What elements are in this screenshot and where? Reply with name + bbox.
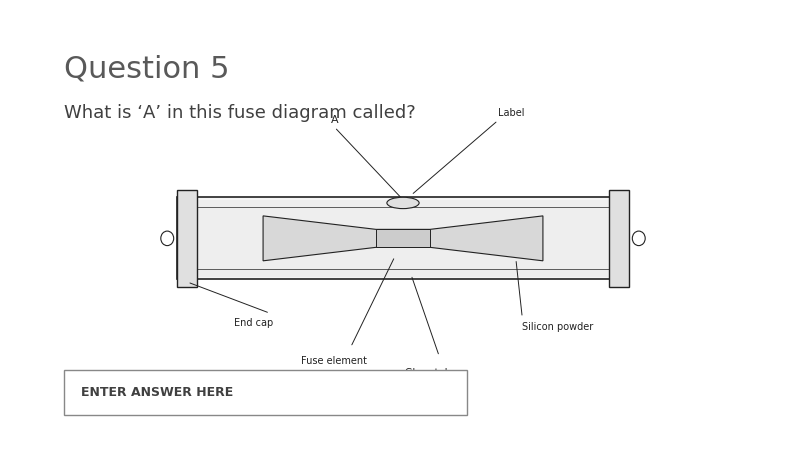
Text: End cap: End cap xyxy=(235,318,273,328)
Text: What is ‘A’ in this fuse diagram called?: What is ‘A’ in this fuse diagram called? xyxy=(64,104,416,123)
Bar xyxy=(177,190,197,286)
Polygon shape xyxy=(263,216,543,261)
Ellipse shape xyxy=(160,231,173,246)
Text: Fuse element: Fuse element xyxy=(301,356,368,366)
Text: Glass tube: Glass tube xyxy=(405,368,457,378)
Bar xyxy=(177,197,629,279)
Bar xyxy=(197,200,609,277)
Text: Label: Label xyxy=(498,108,525,118)
Bar xyxy=(376,229,430,247)
Text: A: A xyxy=(330,115,339,125)
Ellipse shape xyxy=(387,197,419,209)
Bar xyxy=(609,190,629,286)
Text: Silicon powder: Silicon powder xyxy=(522,322,593,332)
Ellipse shape xyxy=(632,231,645,246)
Text: Question 5: Question 5 xyxy=(64,54,230,84)
Text: ENTER ANSWER HERE: ENTER ANSWER HERE xyxy=(81,386,233,399)
Bar xyxy=(64,370,467,415)
